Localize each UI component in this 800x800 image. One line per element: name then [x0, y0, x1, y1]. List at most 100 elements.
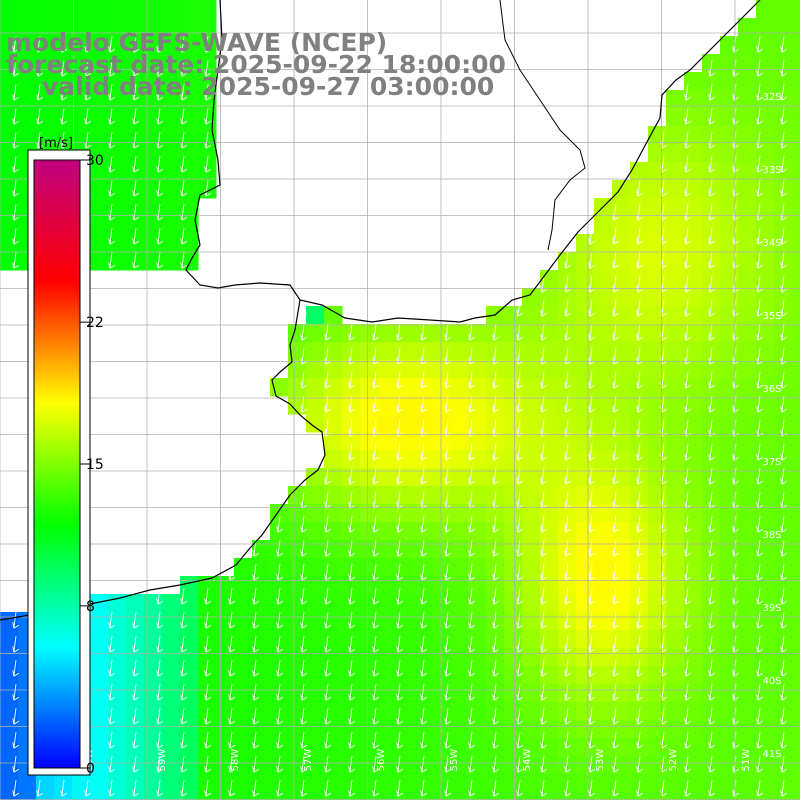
wind-arrow [492, 515, 500, 533]
wind-arrow [708, 83, 716, 101]
wind-cell [486, 324, 505, 343]
wind-cell [666, 306, 685, 325]
wind-cell [360, 558, 379, 577]
wind-arrow [36, 107, 44, 125]
wind-arrow [636, 443, 644, 461]
wind-arrow [132, 755, 140, 773]
wind-cell [234, 630, 253, 649]
wind-arrow [420, 659, 428, 677]
wind-cell [540, 792, 559, 800]
wind-cell [630, 162, 649, 181]
wind-arrow [708, 323, 716, 341]
wind-arrow [468, 587, 476, 605]
wind-cell [396, 468, 415, 487]
wind-arrow [180, 251, 188, 269]
wind-cell [738, 216, 757, 235]
wind-arrow [12, 755, 20, 773]
wind-cell [360, 792, 379, 800]
wind-cell [234, 576, 253, 595]
wind-arrow [420, 539, 428, 557]
wind-arrow [132, 683, 140, 701]
wind-cell [126, 18, 145, 37]
wind-arrow [204, 707, 212, 725]
wind-cell [306, 630, 325, 649]
wind-arrow [684, 131, 692, 149]
wind-cell [738, 162, 757, 181]
wind-cell [540, 684, 559, 703]
wind-cell [108, 666, 127, 685]
wind-cell [720, 414, 739, 433]
wind-cell [234, 702, 253, 721]
wind-cell [594, 396, 613, 415]
wind-cell [36, 36, 55, 55]
wind-cell [306, 468, 325, 487]
wind-cell [522, 594, 541, 613]
wind-cell [108, 126, 127, 145]
wind-cell [342, 792, 361, 800]
wind-arrow [156, 179, 164, 197]
wind-cell [756, 684, 775, 703]
wind-cell [684, 486, 703, 505]
wind-cell [522, 612, 541, 631]
wind-cell [774, 0, 793, 19]
wind-cell [684, 522, 703, 541]
wind-cell [0, 0, 19, 19]
wind-cell [324, 486, 343, 505]
wind-cell [108, 756, 127, 775]
wind-cell [738, 270, 757, 289]
wind-arrow [612, 539, 620, 557]
wind-cell [18, 36, 37, 55]
wind-cell [774, 720, 793, 739]
wind-cell [270, 792, 289, 800]
wind-arrow [564, 371, 572, 389]
wind-cell [612, 576, 631, 595]
wind-arrow [348, 371, 356, 389]
wind-cell [756, 198, 775, 217]
wind-arrow [588, 227, 596, 245]
wind-cell [360, 648, 379, 667]
wind-cell [540, 540, 559, 559]
wind-cell [684, 630, 703, 649]
wind-cell [144, 54, 163, 73]
wind-arrow [564, 515, 572, 533]
wind-cell [468, 360, 487, 379]
wind-cell [468, 378, 487, 397]
wind-arrow [276, 731, 284, 749]
wind-cell [270, 540, 289, 559]
wind-cell [450, 684, 469, 703]
wind-cell [360, 378, 379, 397]
wind-arrow [348, 563, 356, 581]
wind-cell [450, 414, 469, 433]
wind-arrow [12, 131, 20, 149]
wind-arrow [60, 107, 68, 125]
wind-arrow [156, 731, 164, 749]
wind-cell [684, 720, 703, 739]
wind-cell [612, 270, 631, 289]
wind-arrow [708, 371, 716, 389]
wind-cell [540, 630, 559, 649]
wind-cell [18, 144, 37, 163]
wind-cell [738, 612, 757, 631]
wind-cell [684, 594, 703, 613]
wind-arrow [756, 755, 764, 773]
wind-cell [378, 378, 397, 397]
wind-cell [324, 522, 343, 541]
wind-cell [594, 756, 613, 775]
wind-cell [144, 630, 163, 649]
wind-cell [756, 720, 775, 739]
wind-cell [666, 342, 685, 361]
wind-cell [180, 234, 199, 253]
wind-cell [540, 468, 559, 487]
wind-cell [378, 630, 397, 649]
wind-cell [468, 630, 487, 649]
wind-cell [630, 504, 649, 523]
wind-cell [558, 432, 577, 451]
wind-cell [378, 792, 397, 800]
wind-cell [396, 648, 415, 667]
wind-cell [360, 594, 379, 613]
wind-arrow [372, 563, 380, 581]
wind-arrow [684, 563, 692, 581]
wind-arrow [612, 611, 620, 629]
wind-arrow [684, 635, 692, 653]
